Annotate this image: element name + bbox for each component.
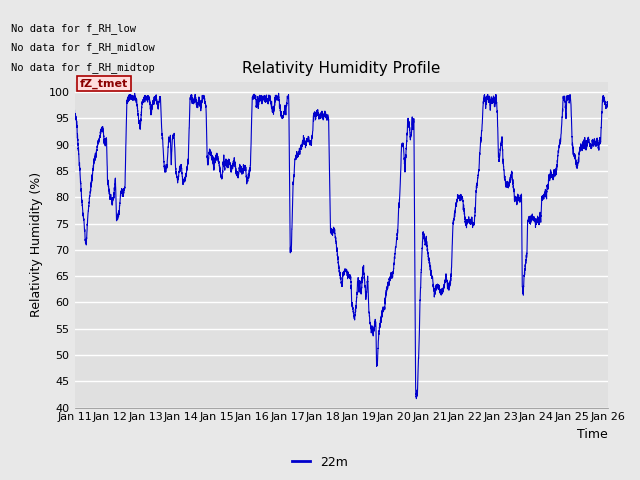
Text: No data for f_RH_midtop: No data for f_RH_midtop	[10, 62, 154, 73]
Text: fZ_tmet: fZ_tmet	[80, 78, 128, 89]
Legend: 22m: 22m	[287, 451, 353, 474]
Text: No data for f_RH_midlow: No data for f_RH_midlow	[10, 42, 154, 53]
Text: No data for f_RH_low: No data for f_RH_low	[10, 23, 136, 34]
Y-axis label: Relativity Humidity (%): Relativity Humidity (%)	[30, 172, 43, 317]
Title: Relativity Humidity Profile: Relativity Humidity Profile	[242, 61, 440, 76]
X-axis label: Time: Time	[577, 428, 607, 441]
